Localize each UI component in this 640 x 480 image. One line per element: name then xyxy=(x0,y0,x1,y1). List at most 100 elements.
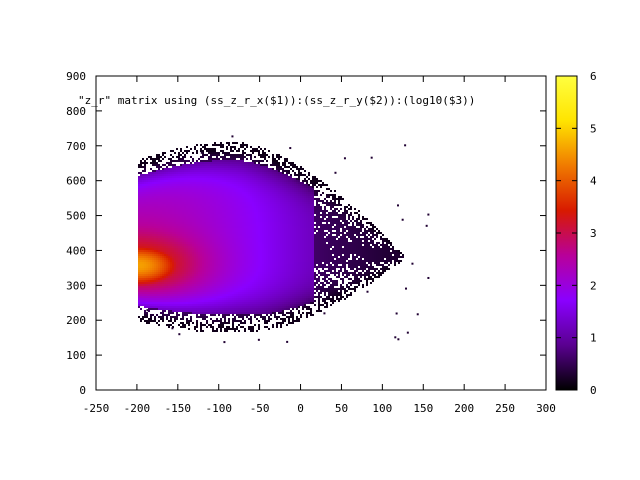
heatmap-cell xyxy=(256,180,258,182)
heatmap-cell xyxy=(272,224,274,226)
heatmap-cell xyxy=(156,196,158,198)
heatmap-cell xyxy=(284,160,286,162)
heatmap-cell xyxy=(178,180,180,182)
heatmap-cell xyxy=(188,238,190,240)
heatmap-cell xyxy=(174,204,176,206)
heatmap-cell xyxy=(166,242,168,244)
heatmap-cell xyxy=(352,236,354,238)
heatmap-cell xyxy=(158,218,160,220)
heatmap-cell xyxy=(242,184,244,186)
heatmap-cell xyxy=(230,214,232,216)
heatmap-cell xyxy=(332,210,334,212)
heatmap-cell xyxy=(238,220,240,222)
heatmap-cell xyxy=(364,218,366,220)
heatmap-cell xyxy=(274,186,276,188)
heatmap-cell xyxy=(296,192,298,194)
heatmap-cell xyxy=(214,214,216,216)
heatmap-cell xyxy=(248,178,250,180)
heatmap-cell xyxy=(278,232,280,234)
heatmap-cell xyxy=(306,206,308,208)
heatmap-cell xyxy=(258,184,260,186)
heatmap-cell xyxy=(148,254,150,256)
heatmap-cell xyxy=(284,158,286,160)
heatmap-cell xyxy=(322,216,324,218)
heatmap-cell xyxy=(224,152,226,154)
heatmap-cell xyxy=(138,244,140,246)
heatmap-cell xyxy=(236,150,238,152)
heatmap-cell xyxy=(174,208,176,210)
heatmap-cell xyxy=(302,238,304,240)
heatmap-cell xyxy=(268,200,270,202)
heatmap-cell xyxy=(264,206,266,208)
heatmap-cell xyxy=(198,226,200,228)
heatmap-cell xyxy=(370,224,372,226)
heatmap-cell xyxy=(320,230,322,232)
heatmap-cell xyxy=(284,206,286,208)
heatmap-cell xyxy=(238,244,240,246)
heatmap-cell xyxy=(186,172,188,174)
heatmap-cell xyxy=(242,192,244,194)
heatmap-cell xyxy=(200,234,202,236)
heatmap-cell xyxy=(202,180,204,182)
heatmap-cell xyxy=(312,226,314,228)
heatmap-cell xyxy=(256,230,258,232)
heatmap-cell xyxy=(144,202,146,204)
heatmap-cell xyxy=(248,228,250,230)
heatmap-cell xyxy=(166,206,168,208)
heatmap-cell xyxy=(168,170,170,172)
heatmap-cell xyxy=(274,184,276,186)
heatmap-cell xyxy=(212,230,214,232)
heatmap-cell xyxy=(244,196,246,198)
heatmap-cell xyxy=(332,242,334,244)
heatmap-cell xyxy=(194,190,196,192)
heatmap-cell xyxy=(160,170,162,172)
heatmap-cell xyxy=(192,176,194,178)
heatmap-cell xyxy=(258,200,260,202)
heatmap-cell xyxy=(154,220,156,222)
heatmap-cell xyxy=(140,190,142,192)
heatmap-cell xyxy=(304,206,306,208)
heatmap-cell xyxy=(340,196,342,198)
heatmap-cell xyxy=(252,190,254,192)
heatmap-cell xyxy=(226,222,228,224)
heatmap-cell xyxy=(208,162,210,164)
heatmap-cell xyxy=(292,206,294,208)
heatmap-cell xyxy=(296,212,298,214)
heatmap-cell xyxy=(262,188,264,190)
heatmap-cell xyxy=(220,218,222,220)
heatmap-cell xyxy=(204,170,206,172)
heatmap-cell xyxy=(226,174,228,176)
heatmap-cell xyxy=(262,180,264,182)
heatmap-cell xyxy=(138,232,140,234)
heatmap-cell xyxy=(264,244,266,246)
heatmap-cell xyxy=(150,198,152,200)
heatmap-cell xyxy=(338,254,340,256)
heatmap-cell xyxy=(208,160,210,162)
heatmap-cell xyxy=(162,240,164,242)
heatmap-cell xyxy=(324,212,326,214)
heatmap-cell xyxy=(230,208,232,210)
heatmap-cell xyxy=(144,224,146,226)
heatmap-cell xyxy=(196,242,198,244)
heatmap-cell xyxy=(182,238,184,240)
heatmap-cell xyxy=(286,230,288,232)
heatmap-cell xyxy=(236,244,238,246)
heatmap-cell xyxy=(368,228,370,230)
heatmap-cell xyxy=(290,246,292,248)
heatmap-cell xyxy=(184,254,186,256)
heatmap-cell xyxy=(240,158,242,160)
heatmap-cell xyxy=(234,200,236,202)
heatmap-cell xyxy=(226,158,228,160)
heatmap-cell xyxy=(280,174,282,176)
heatmap-cell xyxy=(184,166,186,168)
heatmap-cell xyxy=(338,224,340,226)
heatmap-cell xyxy=(158,212,160,214)
heatmap-cell xyxy=(226,154,228,156)
heatmap-cell xyxy=(304,170,306,172)
heatmap-cell xyxy=(332,248,334,250)
heatmap-cell xyxy=(178,236,180,238)
heatmap-cell xyxy=(256,220,258,222)
heatmap-cell xyxy=(204,224,206,226)
heatmap-cell xyxy=(330,254,332,256)
heatmap-cell xyxy=(152,164,154,166)
